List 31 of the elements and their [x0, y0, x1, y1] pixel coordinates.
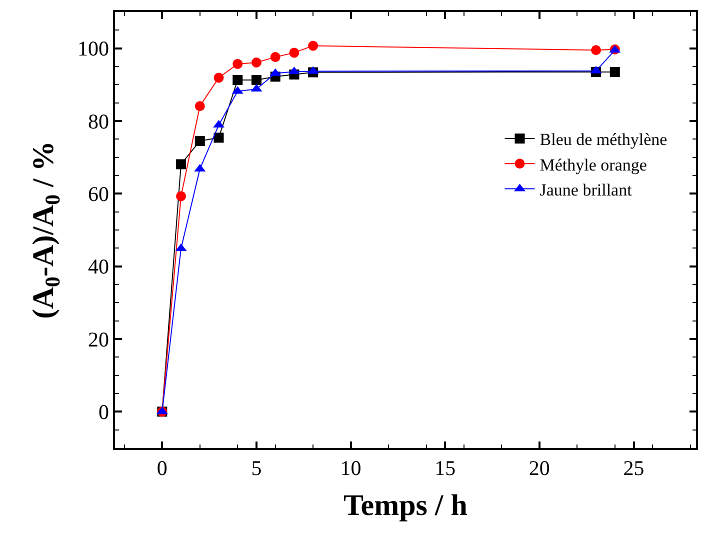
x-tick-label: 5 [251, 456, 262, 480]
point [214, 72, 224, 83]
point [308, 40, 318, 51]
x-tick-label: 25 [623, 456, 644, 480]
point [270, 52, 280, 62]
x-axis-title: Temps / h [344, 488, 468, 522]
point [591, 45, 602, 56]
y-tick-label: 100 [78, 36, 110, 61]
legend-label: Jaune brillant [540, 180, 632, 200]
point [176, 159, 186, 170]
y-tick-label: 60 [88, 182, 110, 206]
point [289, 48, 300, 58]
point [176, 191, 186, 202]
y-tick-label: 20 [88, 327, 110, 352]
y-tick-label: 80 [88, 109, 110, 134]
x-tick-label: 20 [528, 456, 550, 480]
point [251, 58, 262, 68]
point [610, 66, 620, 77]
point [214, 132, 224, 143]
point [251, 74, 262, 85]
y-tick-label: 0 [98, 400, 110, 424]
x-tick-label: 0 [156, 456, 168, 480]
y-tick-label: 40 [88, 254, 110, 279]
point [194, 136, 205, 146]
point [232, 58, 243, 69]
point [232, 74, 243, 85]
legend-label: Bleu de méthylène [540, 130, 668, 150]
legend-label: Méthyle orange [540, 155, 647, 174]
x-tick-label: 15 [434, 456, 456, 480]
point [194, 101, 205, 112]
x-tick-label: 10 [340, 456, 362, 480]
